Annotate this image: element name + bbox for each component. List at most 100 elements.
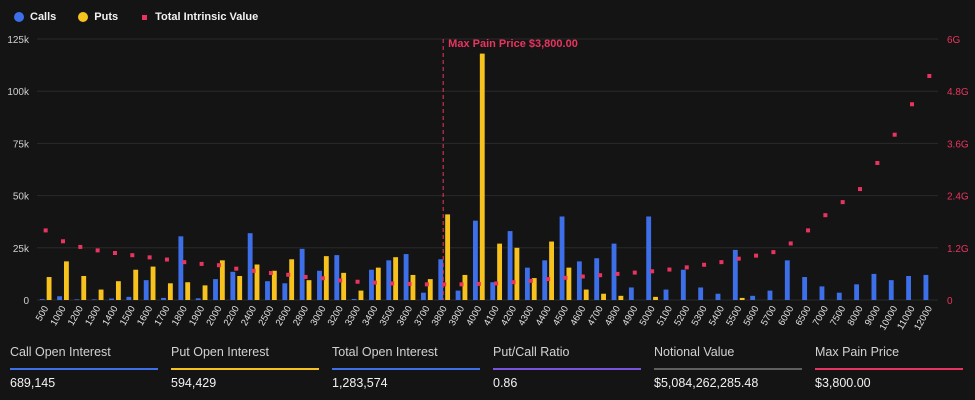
x-tick-label: 3200: [326, 304, 346, 328]
intrinsic-value-point: [286, 272, 291, 277]
stat-value: $5,084,262,285.48: [654, 376, 759, 390]
x-tick-label: 2800: [291, 304, 311, 328]
put-bar: [514, 247, 520, 300]
put-bar: [202, 285, 208, 300]
calls-swatch-icon: [14, 12, 24, 22]
intrinsic-value-point: [476, 281, 481, 286]
call-bar: [109, 298, 114, 300]
y2-tick-label: 3.6G: [947, 139, 969, 150]
y-tick-label: 100k: [7, 87, 30, 98]
x-tick-label: 6000: [776, 304, 796, 328]
put-bar: [133, 269, 139, 300]
puts-swatch-icon: [78, 12, 89, 22]
stat-put-open-interest: Put Open Interest 594,429: [171, 343, 319, 390]
call-bar: [421, 292, 426, 300]
put-bar: [566, 267, 572, 300]
x-tick-label: 7500: [828, 304, 848, 328]
put-bar: [393, 257, 399, 300]
x-tick-label: 3500: [378, 304, 398, 328]
intrinsic-value-point: [546, 277, 551, 282]
call-bar: [871, 273, 877, 300]
x-tick-label: 4300: [516, 304, 536, 328]
x-tick-label: 3400: [360, 304, 380, 328]
call-bar: [247, 233, 253, 300]
put-bar: [375, 267, 381, 300]
intrinsic-value-point: [563, 275, 568, 280]
intrinsic-value-point: [303, 274, 308, 279]
put-bar: [341, 272, 347, 300]
intrinsic-value-point: [251, 268, 256, 273]
x-tick-label: 3900: [447, 304, 467, 328]
intrinsic-value-point: [875, 160, 880, 165]
intrinsic-value-point: [338, 278, 343, 283]
call-bar: [836, 292, 842, 300]
call-bar: [91, 299, 97, 300]
y2-tick-label: 4.8G: [947, 87, 969, 98]
call-bar: [195, 298, 201, 300]
legend-calls[interactable]: Calls: [14, 11, 56, 23]
x-tick-label: 5700: [759, 304, 779, 328]
put-bar: [549, 241, 554, 300]
y-tick-label: 125k: [7, 35, 30, 46]
x-tick-label: 5300: [690, 304, 710, 328]
call-bar: [594, 258, 600, 300]
put-bar: [237, 275, 243, 300]
call-bar: [213, 279, 218, 300]
put-bar: [115, 281, 121, 300]
stat-max-pain-price: Max Pain Price $3,800.00: [815, 343, 963, 390]
open-interest-chart: 0 25k 50k 75k 100k 125k 0 1.2G 2.4G 3.6G 4.8G 6G 500…: [7, 35, 969, 332]
y-tick-label: 25k: [13, 244, 30, 255]
intrinsic-value-point: [511, 280, 516, 285]
stat-value: 594,429: [171, 376, 217, 390]
y-tick-label: 0: [23, 296, 29, 307]
stat-value: 689,145: [10, 376, 56, 390]
put-bar: [462, 274, 468, 300]
legend-puts[interactable]: Puts: [78, 11, 118, 23]
intrinsic-value-point: [268, 271, 273, 276]
stat-label: Max Pain Price: [815, 345, 900, 359]
x-tick-label: 1900: [187, 304, 207, 328]
intrinsic-value-point: [910, 102, 915, 107]
x-tick-label: 2400: [239, 304, 259, 328]
x-tick-label: 5400: [707, 304, 727, 328]
put-bar: [150, 266, 156, 300]
x-tick-label: 2200: [222, 304, 242, 328]
x-tick-label: 4500: [551, 304, 571, 328]
y-tick-label: 50k: [13, 192, 30, 203]
put-bar: [289, 259, 295, 300]
x-tick-label: 3800: [430, 304, 450, 328]
intrinsic-value-point: [494, 281, 499, 286]
call-bar: [628, 287, 634, 300]
call-bar: [576, 261, 582, 300]
stat-notional-value: Notional Value $5,084,262,285.48: [654, 343, 802, 390]
call-bar: [472, 220, 478, 300]
put-bar: [254, 264, 260, 300]
call-bar: [161, 297, 166, 300]
intrinsic-value-point: [840, 200, 845, 205]
put-bar: [306, 280, 312, 300]
legend-puts-label: Puts: [94, 11, 119, 23]
x-tick-label: 1600: [135, 304, 155, 328]
x-tick-label: 8000: [846, 304, 866, 328]
chart-legend: Calls Puts Total Intrinsic Value: [14, 9, 258, 25]
x-tick-label: 2600: [274, 304, 294, 328]
call-bar: [611, 243, 617, 300]
put-bar: [427, 279, 433, 300]
legend-intrinsic-label: Total Intrinsic Value: [155, 11, 259, 23]
x-tick-label: 5500: [724, 304, 744, 328]
put-bar: [323, 256, 329, 300]
intrinsic-value-point: [355, 279, 360, 284]
put-bar: [358, 290, 364, 300]
put-bar: [739, 297, 745, 300]
call-bar: [888, 280, 894, 300]
intrinsic-value-point: [130, 253, 135, 258]
call-bar: [906, 275, 912, 300]
legend-intrinsic-value[interactable]: Total Intrinsic Value: [140, 11, 258, 23]
call-bar: [230, 271, 236, 300]
y2-tick-label: 2.4G: [947, 192, 969, 203]
put-bar: [167, 283, 173, 300]
x-tick-label: 1300: [83, 304, 103, 328]
intrinsic-value-point: [719, 260, 724, 265]
call-bar: [542, 260, 548, 300]
stat-value: 0.86: [493, 376, 518, 390]
